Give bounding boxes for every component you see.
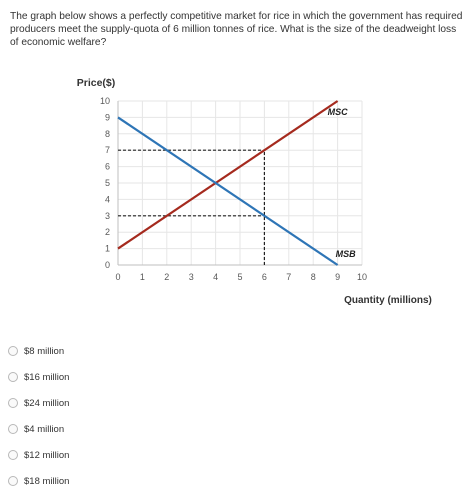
y-tick-label: 9 (105, 112, 110, 122)
y-axis-label: Price($) (77, 77, 116, 89)
chart-series (117, 100, 339, 266)
radio-button[interactable] (8, 450, 18, 460)
x-tick-label: 7 (286, 272, 291, 282)
answer-label: $18 million (24, 475, 70, 487)
series-label-msb: MSB (336, 249, 357, 259)
answer-label: $16 million (24, 371, 70, 383)
chart: 0 1 2 3 4 5 6 7 8 9 10 0 1 2 3 4 5 6 7 8 9 10 Price($) Quanti… (77, 77, 432, 306)
chart-grid (118, 100, 363, 265)
chart-axes (117, 101, 362, 266)
answer-label: $4 million (24, 423, 65, 435)
x-tick-label: 10 (357, 272, 367, 282)
answer-option[interactable]: $18 million (8, 468, 208, 494)
radio-button[interactable] (8, 372, 18, 382)
y-tick-label: 0 (105, 260, 110, 270)
x-tick-label: 2 (164, 272, 169, 282)
reference-lines (118, 149, 265, 265)
answer-label: $12 million (24, 449, 70, 461)
x-tick-label: 5 (237, 272, 242, 282)
y-tick-label: 5 (105, 178, 110, 188)
x-tick-label: 8 (311, 272, 316, 282)
answer-option[interactable]: $16 million (8, 364, 208, 390)
y-tick-label: 1 (105, 244, 110, 254)
y-tick-label: 2 (105, 227, 110, 237)
answer-option[interactable]: $24 million (8, 390, 208, 416)
radio-button[interactable] (8, 424, 18, 434)
x-tick-label: 1 (140, 272, 145, 282)
x-axis-label: Quantity (millions) (344, 295, 432, 306)
answer-option[interactable]: $4 million (8, 416, 208, 442)
y-tick-label: 7 (105, 145, 110, 155)
y-tick-label: 6 (105, 162, 110, 172)
x-tick-label: 4 (213, 272, 218, 282)
question-text: The graph below shows a perfectly compet… (10, 11, 463, 48)
radio-button[interactable] (8, 398, 18, 408)
x-tick-label: 6 (262, 272, 267, 282)
y-tick-label: 4 (105, 194, 110, 204)
answer-options: $8 million $16 million $24 million $4 mi… (8, 338, 208, 494)
radio-button[interactable] (8, 346, 18, 356)
x-tick-label: 0 (115, 272, 120, 282)
answer-label: $8 million (24, 345, 65, 357)
answer-option[interactable]: $12 million (8, 442, 208, 468)
y-tick-label: 10 (100, 96, 110, 106)
x-tick-label: 3 (189, 272, 194, 282)
series-labels: MSC MSB (328, 107, 357, 259)
tick-labels: 0 1 2 3 4 5 6 7 8 9 10 0 1 2 3 4 5 6 7 8 9 10 (100, 96, 367, 282)
series-line-msb (117, 116, 339, 266)
answer-option[interactable]: $8 million (8, 338, 208, 364)
series-label-msc: MSC (328, 107, 349, 117)
answer-label: $24 million (24, 397, 70, 409)
x-tick-label: 9 (335, 272, 340, 282)
radio-button[interactable] (8, 476, 18, 486)
series-line-msc (117, 100, 339, 250)
y-tick-label: 8 (105, 129, 110, 139)
y-tick-label: 3 (105, 211, 110, 221)
